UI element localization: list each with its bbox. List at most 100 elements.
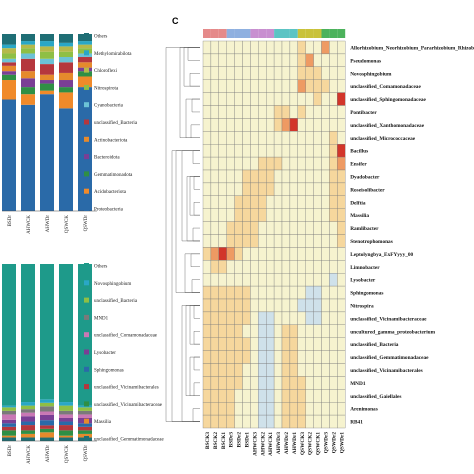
dendrogram-branch <box>179 47 200 138</box>
legend-swatch <box>84 349 89 355</box>
bar-segment <box>2 426 16 431</box>
heatmap-cell <box>266 234 275 248</box>
heatmap-cell <box>313 273 322 287</box>
heatmap-cell <box>313 311 322 325</box>
heatmap-cell <box>226 311 235 325</box>
heatmap-cell <box>226 324 235 338</box>
heatmap-cell <box>218 363 227 377</box>
heatmap-cell <box>226 363 235 377</box>
heatmap-cell <box>242 169 251 184</box>
group-color-cell <box>242 29 251 38</box>
heatmap-cell <box>305 131 314 145</box>
heatmap-cell <box>313 79 322 93</box>
heatmap-cell <box>305 169 314 184</box>
group-color-cell <box>305 29 314 38</box>
heatmap-cell <box>281 79 291 93</box>
heatmap-cell <box>281 156 291 171</box>
heatmap-cell <box>273 402 283 416</box>
heatmap-cell <box>218 337 227 351</box>
heatmap-cell <box>313 208 322 222</box>
bar-segment <box>40 264 54 400</box>
heatmap-cell <box>305 118 314 132</box>
column-label: QSWDr2 <box>331 432 337 454</box>
heatmap-cell <box>258 324 267 338</box>
heatmap-cell <box>218 311 227 325</box>
legend-swatch <box>84 418 89 424</box>
legend-label: unclassified_Bacteria <box>94 299 138 304</box>
legend-label: Lysobacter <box>94 351 116 356</box>
heatmap-cell <box>218 182 227 196</box>
heatmap-cell <box>210 337 219 351</box>
heatmap-cell <box>202 144 212 158</box>
heatmap-cell <box>281 311 291 325</box>
legend-swatch <box>84 154 89 160</box>
legend-swatch <box>84 314 89 320</box>
heatmap-cell <box>242 402 251 416</box>
heatmap-cell <box>258 337 267 351</box>
bar-segment <box>59 405 73 411</box>
heatmap-cell <box>321 169 330 184</box>
heatmap-cell <box>297 221 306 235</box>
bar-segment <box>21 402 35 406</box>
bar-segment <box>2 435 16 438</box>
heatmap-cell <box>202 247 212 261</box>
heatmap-cell <box>234 182 243 196</box>
heatmap-cell <box>337 389 346 403</box>
bar-segment <box>78 62 92 68</box>
heatmap-cell <box>329 389 338 403</box>
heatmap-cell <box>202 234 212 248</box>
heatmap-cell <box>202 260 212 274</box>
heatmap-cell <box>289 169 298 184</box>
heatmap-cell <box>305 156 314 171</box>
heatmap-cell <box>242 363 251 377</box>
heatmap-cell <box>273 298 283 313</box>
heatmap-cell <box>305 363 314 377</box>
legend-label: Chloroflexi <box>94 69 118 74</box>
group-color-cell <box>226 29 235 38</box>
bar-segment <box>78 433 92 438</box>
bar-segment <box>78 76 92 88</box>
heatmap-cell <box>202 53 212 67</box>
heatmap-cell <box>242 221 251 235</box>
heatmap-cell <box>321 92 330 106</box>
heatmap-cell <box>321 363 330 377</box>
bar-segment <box>59 435 73 438</box>
heatmap-cell <box>210 414 219 429</box>
heatmap-cell <box>250 363 259 377</box>
heatmap-cell <box>289 324 298 338</box>
heatmap-cell <box>258 144 267 158</box>
heatmap-cell <box>234 40 243 55</box>
heatmap-cell <box>289 389 298 403</box>
group-color-cell <box>266 29 275 38</box>
legend-label: Others <box>94 35 107 40</box>
bar-segment <box>21 58 35 72</box>
heatmap-cell <box>313 195 322 209</box>
heatmap-cell <box>242 298 251 313</box>
stacked-bar-chart-genus: BSDr AHWCK AHWDr QSWCK QSWDr Others Novosphing… <box>2 263 164 464</box>
heatmap-cell <box>329 298 338 313</box>
heatmap-cell <box>281 285 291 300</box>
heatmap-cell <box>297 195 306 209</box>
dendrogram-branch <box>189 305 200 345</box>
heatmap-cell <box>313 337 322 351</box>
heatmap-cell <box>250 53 259 67</box>
heatmap-cell <box>202 363 212 377</box>
heatmap-cell <box>202 92 212 106</box>
heatmap-cell <box>281 131 291 145</box>
heatmap-cell <box>329 273 338 287</box>
heatmap-cell <box>297 182 306 196</box>
heatmap-cell <box>337 285 346 300</box>
heatmap-cell <box>210 156 219 171</box>
heatmap-cell <box>337 221 346 235</box>
heatmap-cell <box>321 389 330 403</box>
heatmap-cell <box>305 273 314 287</box>
heatmap-cell <box>250 182 259 196</box>
x-tick-label: AHWDr <box>46 215 51 233</box>
bar-segment <box>59 425 73 431</box>
bar-segment <box>78 87 92 211</box>
heatmap-cell <box>305 337 314 351</box>
heatmap-cell <box>321 40 330 55</box>
legend-swatch <box>84 102 89 108</box>
heatmap-cell <box>210 53 219 67</box>
row-label: Novosphingobium <box>350 71 392 77</box>
